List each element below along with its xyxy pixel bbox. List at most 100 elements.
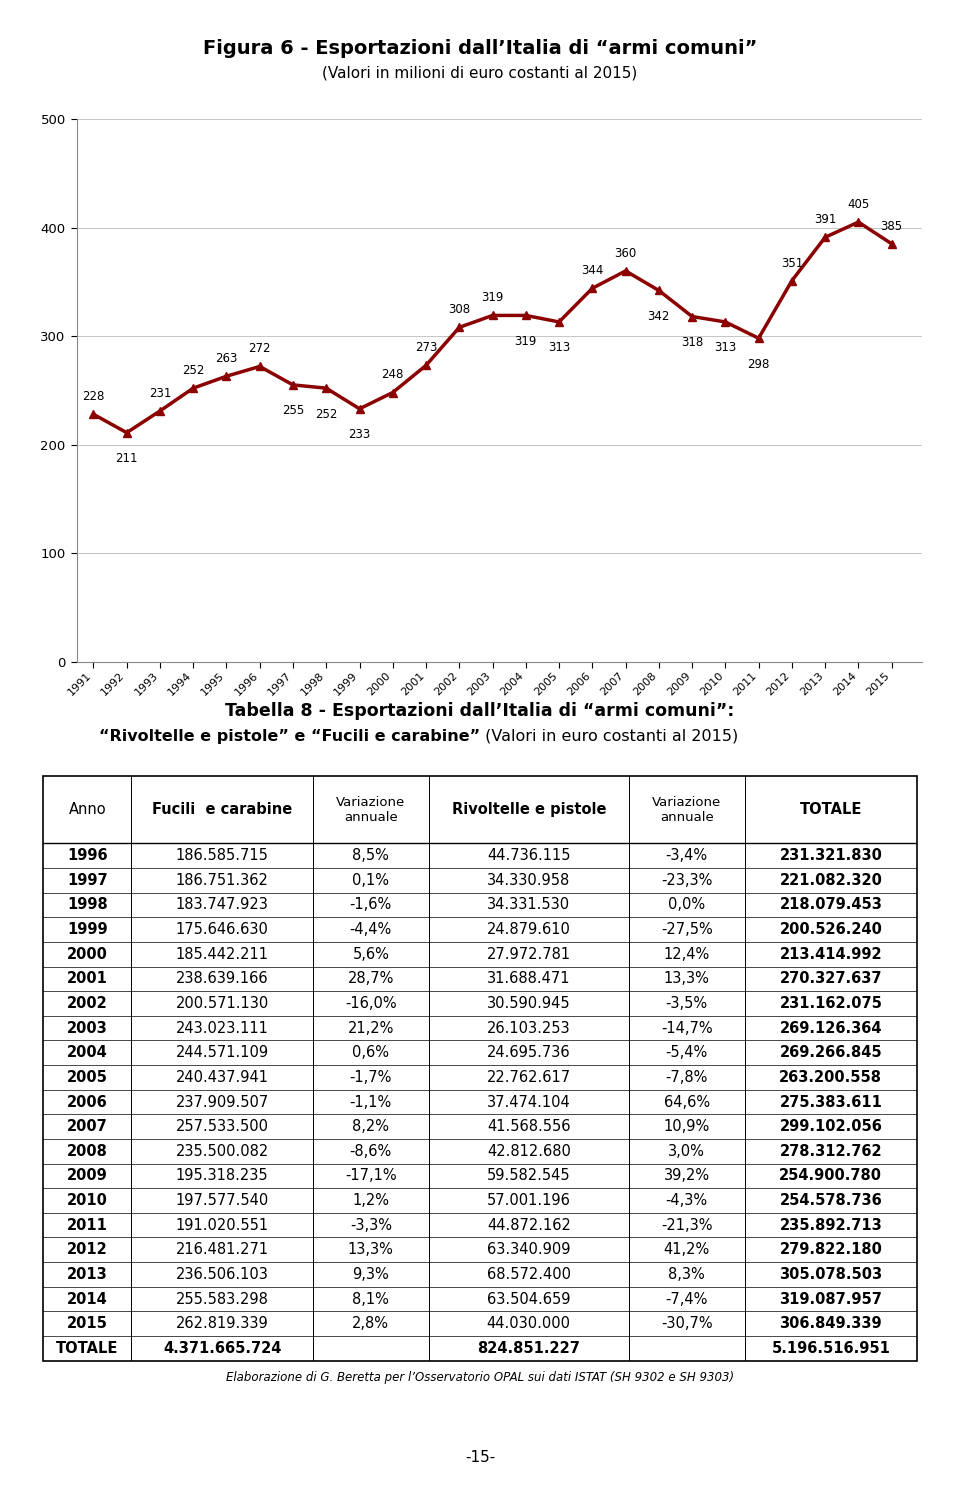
Text: 2008: 2008 [67, 1144, 108, 1158]
Text: 299.102.056: 299.102.056 [780, 1120, 882, 1135]
Text: 34.331.530: 34.331.530 [488, 898, 570, 913]
Text: Figura 6 - Esportazioni dall’Italia di “armi comuni”: Figura 6 - Esportazioni dall’Italia di “… [203, 39, 757, 58]
Text: 233: 233 [348, 428, 371, 442]
Text: 31.688.471: 31.688.471 [487, 971, 570, 986]
Text: 2000: 2000 [67, 947, 108, 962]
Text: 2012: 2012 [67, 1242, 108, 1258]
Text: 27.972.781: 27.972.781 [487, 947, 571, 962]
Text: (Valori in milioni di euro costanti al 2015): (Valori in milioni di euro costanti al 2… [323, 65, 637, 80]
Text: 3,0%: 3,0% [668, 1144, 706, 1158]
Text: Anno: Anno [68, 803, 107, 818]
Text: 391: 391 [814, 213, 836, 226]
Text: 2007: 2007 [67, 1120, 108, 1135]
Text: 278.312.762: 278.312.762 [780, 1144, 882, 1158]
Text: 305.078.503: 305.078.503 [780, 1267, 882, 1282]
Text: -21,3%: -21,3% [661, 1218, 712, 1233]
Text: 319: 319 [515, 335, 537, 348]
Text: 5,6%: 5,6% [352, 947, 389, 962]
Text: 351: 351 [780, 257, 803, 269]
Text: 12,4%: 12,4% [663, 947, 709, 962]
Text: 63.340.909: 63.340.909 [487, 1242, 570, 1258]
Text: -4,3%: -4,3% [665, 1193, 708, 1207]
Text: 175.646.630: 175.646.630 [176, 922, 269, 937]
Text: 9,3%: 9,3% [352, 1267, 389, 1282]
Text: 2011: 2011 [67, 1218, 108, 1233]
Text: -14,7%: -14,7% [661, 1020, 712, 1035]
Text: 385: 385 [880, 220, 902, 232]
Text: 313: 313 [714, 342, 736, 354]
Text: 41.568.556: 41.568.556 [487, 1120, 570, 1135]
Text: 64,6%: 64,6% [663, 1094, 709, 1109]
Text: -27,5%: -27,5% [660, 922, 712, 937]
Text: 4.371.665.724: 4.371.665.724 [163, 1341, 281, 1356]
Text: 236.506.103: 236.506.103 [176, 1267, 269, 1282]
Text: 235.500.082: 235.500.082 [176, 1144, 269, 1158]
Text: 255.583.298: 255.583.298 [176, 1292, 269, 1307]
Text: 2004: 2004 [67, 1045, 108, 1060]
Text: 824.851.227: 824.851.227 [477, 1341, 580, 1356]
Text: 248: 248 [381, 369, 404, 381]
Text: 185.442.211: 185.442.211 [176, 947, 269, 962]
Text: 21,2%: 21,2% [348, 1020, 394, 1035]
Text: -4,4%: -4,4% [349, 922, 392, 937]
Text: 275.383.611: 275.383.611 [780, 1094, 882, 1109]
Text: 8,2%: 8,2% [352, 1120, 390, 1135]
Text: 211: 211 [115, 452, 138, 465]
Text: Tabella 8 - Esportazioni dall’Italia di “armi comuni”:: Tabella 8 - Esportazioni dall’Italia di … [226, 702, 734, 720]
Text: 34.330.958: 34.330.958 [487, 873, 570, 888]
Text: 221.082.320: 221.082.320 [780, 873, 882, 888]
Text: 200.571.130: 200.571.130 [176, 996, 269, 1011]
Text: 2014: 2014 [67, 1292, 108, 1307]
Text: 1997: 1997 [67, 873, 108, 888]
Text: 237.909.507: 237.909.507 [176, 1094, 269, 1109]
Text: 186.751.362: 186.751.362 [176, 873, 269, 888]
Text: 244.571.109: 244.571.109 [176, 1045, 269, 1060]
Text: 39,2%: 39,2% [663, 1169, 709, 1184]
Text: 235.892.713: 235.892.713 [780, 1218, 882, 1233]
Text: 191.020.551: 191.020.551 [176, 1218, 269, 1233]
Text: 2001: 2001 [67, 971, 108, 986]
Text: (Valori in euro costanti al 2015): (Valori in euro costanti al 2015) [480, 729, 738, 744]
Text: 200.526.240: 200.526.240 [780, 922, 882, 937]
Text: 59.582.545: 59.582.545 [487, 1169, 570, 1184]
Text: 42.812.680: 42.812.680 [487, 1144, 571, 1158]
Text: 213.414.992: 213.414.992 [780, 947, 882, 962]
Text: -16,0%: -16,0% [345, 996, 396, 1011]
Text: 231.162.075: 231.162.075 [780, 996, 882, 1011]
Text: 262.819.339: 262.819.339 [176, 1316, 269, 1331]
Text: 13,3%: 13,3% [348, 1242, 394, 1258]
Text: 24.879.610: 24.879.610 [487, 922, 571, 937]
Text: 308: 308 [448, 303, 470, 317]
Text: “Rivoltelle e pistole” e “Fucili e carabine” (Valori in euro costanti al 2015): “Rivoltelle e pistole” e “Fucili e carab… [185, 729, 775, 744]
Text: 243.023.111: 243.023.111 [176, 1020, 269, 1035]
Text: 306.849.339: 306.849.339 [780, 1316, 882, 1331]
Text: 0,0%: 0,0% [668, 898, 706, 913]
Text: 298: 298 [748, 358, 770, 370]
Text: 273: 273 [415, 341, 437, 354]
Text: 254.578.736: 254.578.736 [780, 1193, 882, 1207]
Text: -1,6%: -1,6% [349, 898, 392, 913]
Text: 197.577.540: 197.577.540 [176, 1193, 269, 1207]
Text: 254.900.780: 254.900.780 [780, 1169, 882, 1184]
Text: 318: 318 [681, 336, 704, 349]
Text: -3,4%: -3,4% [665, 848, 708, 864]
Text: 0,6%: 0,6% [352, 1045, 390, 1060]
Text: 2,8%: 2,8% [352, 1316, 390, 1331]
Text: 10,9%: 10,9% [663, 1120, 709, 1135]
Text: 2013: 2013 [67, 1267, 108, 1282]
Text: 263.200.558: 263.200.558 [780, 1069, 882, 1086]
Text: 2003: 2003 [67, 1020, 108, 1035]
Text: Elaborazione di G. Beretta per l’Osservatorio OPAL sui dati ISTAT (SH 9302 e SH : Elaborazione di G. Beretta per l’Osserva… [226, 1371, 734, 1384]
Text: 257.533.500: 257.533.500 [176, 1120, 269, 1135]
Text: 26.103.253: 26.103.253 [487, 1020, 570, 1035]
Text: TOTALE: TOTALE [800, 803, 862, 818]
Text: 2002: 2002 [67, 996, 108, 1011]
Text: 8,5%: 8,5% [352, 848, 389, 864]
Text: 63.504.659: 63.504.659 [487, 1292, 570, 1307]
Text: -23,3%: -23,3% [661, 873, 712, 888]
Text: 263: 263 [215, 352, 238, 366]
Text: 238.639.166: 238.639.166 [176, 971, 269, 986]
Text: 195.318.235: 195.318.235 [176, 1169, 269, 1184]
Text: 57.001.196: 57.001.196 [487, 1193, 571, 1207]
Text: 22.762.617: 22.762.617 [487, 1069, 571, 1086]
